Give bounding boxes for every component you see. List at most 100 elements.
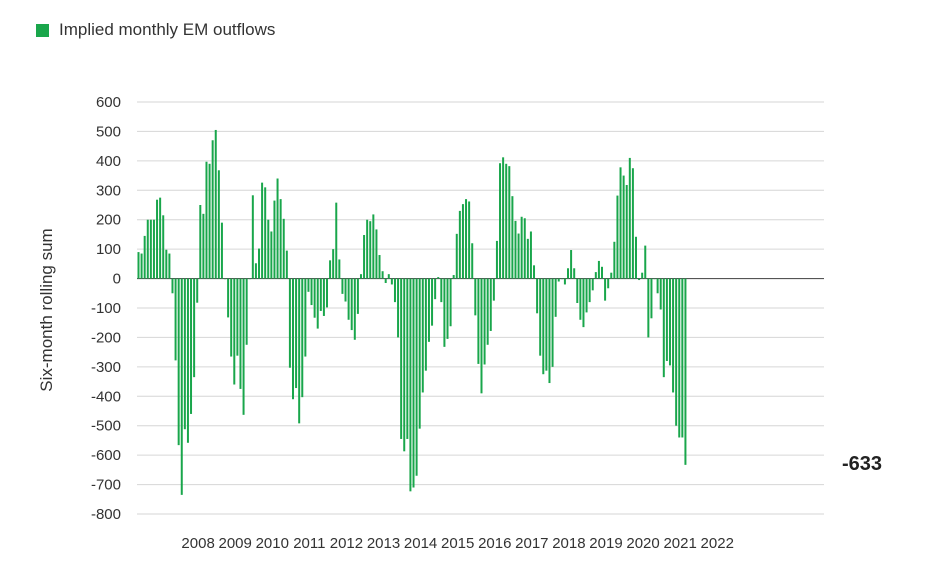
bar: [495, 240, 498, 279]
bar: [424, 278, 427, 371]
bar: [390, 278, 393, 285]
bar: [461, 204, 464, 279]
bar: [458, 210, 461, 279]
bar: [393, 278, 396, 303]
bar: [205, 161, 208, 279]
bar: [344, 278, 347, 302]
bar: [298, 278, 301, 424]
bar: [264, 187, 267, 279]
y-tick-label: -100: [91, 300, 121, 317]
bar: [588, 278, 591, 303]
bar: [338, 259, 341, 279]
bar: [681, 278, 684, 438]
x-tick-label: 2009: [219, 535, 252, 552]
bar: [421, 278, 424, 393]
bar: [659, 278, 662, 310]
bar: [446, 278, 449, 339]
bar: [533, 265, 536, 279]
bar: [517, 233, 520, 279]
bar: [551, 278, 554, 367]
y-tick-label: -800: [91, 506, 121, 523]
bar: [542, 278, 545, 375]
bar: [628, 157, 631, 279]
bar: [477, 278, 480, 364]
bar: [193, 278, 196, 378]
bar: [489, 278, 492, 331]
bar: [313, 278, 316, 318]
bar: [369, 221, 372, 279]
bar: [499, 163, 502, 279]
bar: [156, 199, 159, 279]
bar: [180, 278, 183, 495]
bar: [452, 275, 455, 279]
bar: [653, 278, 656, 280]
bar: [353, 278, 356, 340]
bar: [567, 268, 570, 279]
bar: [384, 278, 387, 283]
bar: [455, 233, 458, 279]
bar: [638, 278, 641, 281]
bar: [363, 235, 366, 279]
bar: [372, 214, 375, 279]
bar: [387, 274, 390, 279]
bar: [570, 250, 573, 279]
bar: [529, 231, 532, 279]
bar: [560, 278, 563, 280]
bar: [199, 205, 202, 279]
bar: [474, 278, 477, 316]
bar: [254, 263, 257, 279]
bar: [616, 195, 619, 279]
bar: [443, 278, 446, 347]
bar: [511, 196, 514, 279]
bar: [604, 278, 607, 301]
bar: [261, 182, 264, 279]
bar: [292, 278, 294, 400]
bar: [270, 231, 273, 279]
bar: [202, 213, 205, 279]
x-tick-label: 2018: [552, 535, 585, 552]
bar: [675, 278, 678, 426]
bar: [656, 278, 659, 294]
last-value-annotation: -633: [842, 453, 883, 475]
bar: [406, 278, 409, 439]
bar: [350, 278, 353, 331]
bar: [449, 278, 452, 327]
bar: [319, 278, 322, 311]
bar: [631, 168, 634, 279]
bar: [174, 278, 177, 361]
y-tick-label: 0: [113, 271, 121, 288]
bar: [214, 129, 217, 279]
bar: [585, 278, 588, 313]
x-tick-label: 2022: [701, 535, 734, 552]
legend-label: Implied monthly EM outflows: [59, 20, 276, 39]
bar: [329, 260, 332, 279]
bar: [375, 229, 378, 279]
x-tick-label: 2010: [256, 535, 289, 552]
bar: [236, 278, 239, 356]
y-tick-label: 200: [96, 212, 121, 229]
bar: [230, 278, 233, 357]
bar: [217, 170, 220, 279]
y-tick-label: 600: [96, 94, 121, 111]
x-tick-label: 2019: [589, 535, 622, 552]
bar: [304, 278, 307, 357]
bar: [325, 278, 328, 308]
bar: [668, 278, 671, 366]
bar: [465, 199, 468, 279]
x-tick-label: 2011: [293, 535, 325, 552]
bar: [665, 278, 668, 361]
bar: [613, 241, 616, 279]
bar: [332, 249, 335, 279]
bar: [335, 202, 338, 279]
bar: [137, 252, 140, 279]
bar: [594, 272, 597, 279]
bar: [220, 222, 223, 279]
bar: [641, 272, 644, 279]
y-tick-label: -400: [91, 388, 121, 405]
bar: [233, 278, 236, 385]
bar: [322, 278, 325, 316]
bar: [672, 278, 675, 393]
bar: [526, 238, 529, 279]
bar: [582, 278, 585, 328]
bar: [258, 248, 261, 279]
